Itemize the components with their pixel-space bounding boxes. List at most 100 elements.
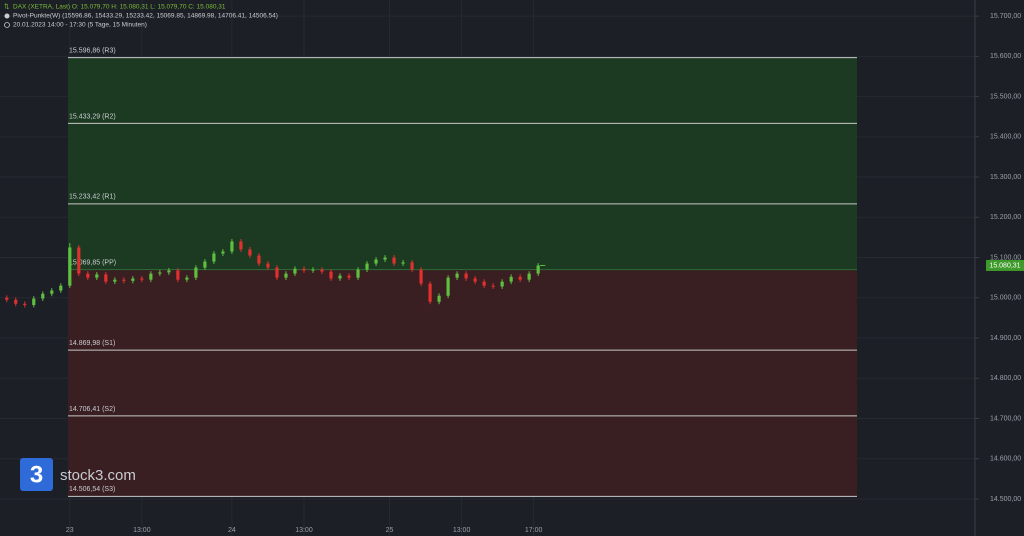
candle-body (419, 269, 423, 284)
y-tick-label: 15.700,00 (990, 13, 1021, 20)
candle-body (59, 285, 63, 291)
candle-body (32, 298, 36, 306)
subtitle: Pivot-Punkte(W) (15596.86, 15433.29, 152… (13, 13, 278, 20)
y-tick-label: 15.000,00 (990, 295, 1021, 302)
candle-body (95, 274, 99, 278)
x-tick-label: 13:00 (133, 527, 151, 534)
y-tick-label: 15.600,00 (990, 53, 1021, 60)
clock-icon (4, 22, 10, 28)
candle-body (158, 272, 162, 274)
x-tick-label: 13:00 (453, 527, 471, 534)
candle-body (167, 270, 171, 273)
chart-title: DAX (XETRA, Last) O: 15.079,70 H: 15.080… (13, 4, 226, 11)
candle-body (140, 278, 144, 280)
candle-body (185, 277, 189, 280)
candle-body (473, 278, 477, 282)
candle-body (527, 273, 531, 280)
candle-body (221, 251, 225, 254)
y-tick-label: 14.700,00 (990, 415, 1021, 422)
pivot-label: 14.506,54 (S3) (69, 486, 115, 493)
candle-body (320, 269, 324, 272)
candle-body (149, 273, 153, 280)
pivot-icon (4, 13, 10, 19)
candle-body (194, 267, 198, 278)
y-tick-label: 14.900,00 (990, 335, 1021, 342)
candle-body (41, 293, 45, 299)
x-tick-label: 17:00 (525, 527, 543, 534)
candle-body (482, 281, 486, 286)
y-tick-label: 14.500,00 (990, 496, 1021, 503)
candle-body (248, 249, 252, 256)
y-tick-label: 15.300,00 (990, 174, 1021, 181)
pivot-label: 14.869,98 (S1) (69, 340, 115, 347)
candle-body (356, 269, 360, 278)
candle-body (104, 274, 108, 282)
pivot-label: 15.433,29 (R2) (69, 113, 116, 120)
candle-body (428, 283, 432, 302)
pivot-label: 15.233,42 (R1) (69, 194, 116, 201)
candle-body (338, 275, 342, 279)
candle-body (266, 263, 270, 268)
candle-body (509, 276, 513, 282)
annotation: 20.01.2023 14:00 - 17:30 (5 Tage, 15 Min… (13, 22, 147, 29)
candle-body (257, 255, 261, 264)
candle-body (491, 285, 495, 287)
candle-body (113, 279, 117, 282)
candle-body (212, 253, 216, 262)
candle-body (536, 265, 540, 274)
candle-body (329, 271, 333, 279)
candles (5, 239, 546, 308)
resistance-zone (68, 57, 857, 270)
y-tick-label: 14.800,00 (990, 375, 1021, 382)
y-tick-label: 14.600,00 (990, 456, 1021, 463)
logo-glyph: 3 (30, 461, 43, 488)
candle-body (239, 241, 243, 250)
candle-body (275, 267, 279, 278)
candle-body (374, 259, 378, 264)
x-tick-label: 13:00 (295, 527, 313, 534)
last-price-label: 15.080,31 (989, 262, 1020, 269)
axes: 14.500,00 14.600,00 14.700,00 14.800,00 14.9… (66, 13, 1024, 534)
candle-body (14, 299, 18, 304)
x-tick-label: 25 (386, 527, 394, 534)
support-zone (68, 269, 857, 497)
pivot-label: 15.069,85 (PP) (69, 260, 116, 267)
y-tick-label: 15.500,00 (990, 93, 1021, 100)
candle-body (383, 257, 387, 260)
candle-body (302, 268, 306, 271)
candle-body (23, 303, 27, 306)
pivot-label: 15.596,86 (R3) (69, 47, 116, 54)
pivot-label: 14.706,41 (S2) (69, 406, 115, 413)
last-price-box (986, 259, 1024, 271)
candle-body (203, 261, 207, 268)
candle-body (68, 247, 72, 286)
x-tick-label: 24 (228, 527, 236, 534)
candle-body (518, 276, 522, 280)
candle-body (455, 273, 459, 278)
candle-body (464, 273, 468, 279)
candle-body (86, 273, 90, 278)
candle-body (284, 273, 288, 278)
x-tick-label: 23 (66, 527, 74, 534)
candle-body (401, 262, 405, 264)
candle-body (311, 269, 315, 271)
candle-body (176, 270, 180, 280)
candle-body (77, 247, 81, 274)
candle-body (437, 295, 441, 302)
candle-body (131, 278, 135, 281)
y-tick-label: 15.100,00 (990, 254, 1021, 261)
candle-body (500, 281, 504, 287)
candle-body (392, 257, 396, 264)
candle-body (446, 277, 450, 296)
watermark: stock3.com (60, 467, 136, 484)
candle-body (122, 279, 126, 281)
logo-box (20, 458, 53, 491)
y-tick-label: 15.400,00 (990, 134, 1021, 141)
pivot-zones: 15.596,86 (R3) 15.433,29 (R2) 15.233,42 (R… (68, 47, 857, 497)
candle-body (365, 263, 369, 270)
candle-body (50, 290, 54, 294)
candle-body (5, 297, 9, 300)
title-icon: ⇅ (4, 4, 10, 11)
candle-body (230, 241, 234, 252)
